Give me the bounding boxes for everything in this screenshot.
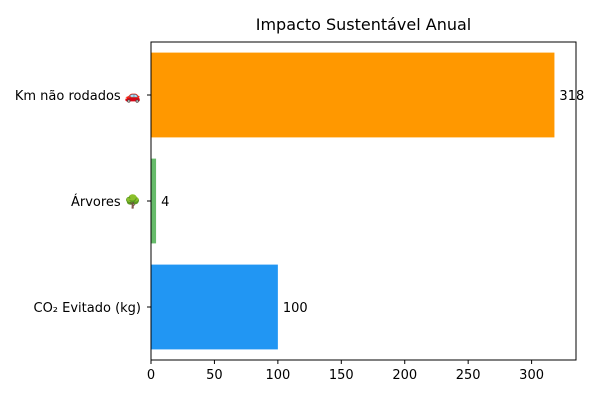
y-axis: CO₂ Evitado (kg) Árvores 🌳 Km não rodados … (15, 89, 151, 316)
y-tick-label-1: Árvores 🌳 (71, 193, 141, 210)
x-axis: 0 50 100 150 200 250 300 (147, 360, 544, 383)
x-tick-label-2: 100 (265, 368, 290, 383)
bar-1 (151, 158, 157, 244)
plot-frame (150, 41, 577, 361)
x-tick-label-3: 150 (329, 368, 354, 383)
y-tick-label-0: CO₂ Evitado (kg) (34, 301, 142, 316)
chart-title: Impacto Sustentável Anual (256, 15, 472, 34)
y-tick-label-2: Km não rodados 🚗 (15, 89, 141, 104)
x-tick-label-0: 0 (147, 368, 155, 383)
data-label-1: 4 (161, 195, 169, 210)
data-label-2: 318 (559, 89, 584, 104)
bars-group (151, 52, 555, 350)
x-tick-label-1: 50 (206, 368, 223, 383)
bar-2 (151, 52, 555, 138)
data-label-0: 100 (283, 301, 308, 316)
x-tick-label-6: 300 (519, 368, 544, 383)
bar-0 (151, 264, 278, 350)
x-tick-label-4: 200 (392, 368, 417, 383)
data-labels-group: 100 4 318 (161, 89, 584, 316)
x-tick-label-5: 250 (456, 368, 481, 383)
